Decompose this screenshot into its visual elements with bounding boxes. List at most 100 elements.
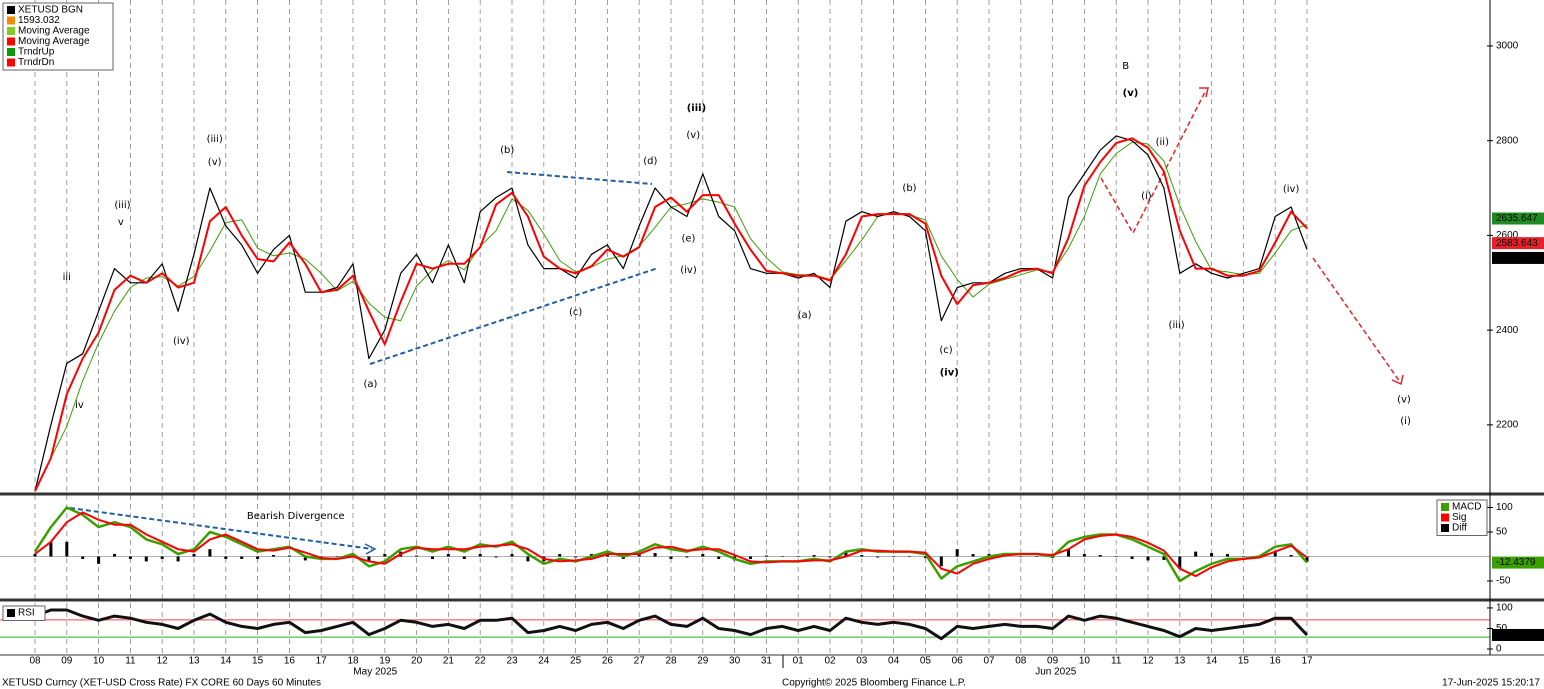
- diff-bar: [49, 541, 53, 557]
- diff-bar: [1241, 556, 1245, 557]
- x-tick-label: 23: [506, 656, 518, 667]
- annotation: (iv): [940, 368, 959, 379]
- diff-bar: [383, 554, 387, 557]
- x-tick-label: 08: [1015, 656, 1027, 667]
- diff-bar: [510, 554, 514, 557]
- month-label: May 2025: [353, 667, 397, 678]
- x-tick-label: 04: [888, 656, 900, 667]
- value-tag-label: 2583.643: [1496, 238, 1538, 249]
- legend-swatch: [1441, 524, 1449, 532]
- x-tick-label: 17: [316, 656, 328, 667]
- diff-bar: [128, 556, 132, 559]
- y-tick-label: 2200: [1496, 419, 1519, 430]
- diff-bar: [1162, 556, 1166, 560]
- diff-bar: [240, 556, 244, 559]
- legend-swatch: [7, 48, 15, 56]
- diff-bar: [1098, 555, 1102, 557]
- x-tick-label: 13: [188, 656, 200, 667]
- diff-bar: [1035, 556, 1039, 557]
- diff-bar: [1146, 556, 1150, 561]
- diff-bar: [955, 549, 959, 557]
- annotation: (ii): [1156, 137, 1169, 148]
- annotation: (a): [798, 310, 812, 321]
- diff-bar: [1273, 551, 1277, 557]
- diff-bar: [1067, 549, 1070, 557]
- y-tick-label: 0: [1496, 644, 1502, 655]
- diff-bar: [415, 555, 419, 557]
- diff-bar: [669, 556, 673, 559]
- diff-bar: [749, 556, 752, 559]
- diff-bar: [558, 554, 562, 557]
- y-tick-label: 50: [1496, 623, 1508, 634]
- y-tick-label: 2600: [1496, 230, 1519, 241]
- annotation: (i): [1400, 416, 1411, 427]
- diff-bar: [160, 556, 164, 559]
- x-tick-label: 09: [1047, 656, 1059, 667]
- x-tick-label: 16: [284, 656, 296, 667]
- diff-bar: [494, 556, 498, 558]
- x-tick-label: 19: [379, 656, 391, 667]
- value-tag-label: -12.4379: [1496, 557, 1536, 568]
- legend-swatch: [7, 6, 15, 14]
- series-line: [33, 506, 1308, 583]
- diff-bar: [478, 554, 482, 557]
- annotation: (v): [1397, 395, 1411, 406]
- diff-bar: [1305, 556, 1309, 562]
- arrow-head: [364, 543, 377, 555]
- diff-bar: [939, 556, 943, 567]
- x-tick-label: 10: [93, 656, 105, 667]
- x-tick-label: 18: [347, 656, 359, 667]
- annotation: (i): [1141, 191, 1152, 202]
- footer-right: 17-Jun-2025 15:20:17: [1442, 678, 1540, 689]
- x-tick-label: 30: [729, 656, 741, 667]
- value-tag-label: 2552.400: [1496, 253, 1538, 264]
- value-tag: [1492, 212, 1544, 225]
- diff-bar: [796, 556, 800, 557]
- diff-bar: [923, 556, 927, 558]
- x-tick-label: 06: [952, 656, 964, 667]
- x-tick-label: 12: [157, 656, 169, 667]
- legend-swatch: [7, 58, 15, 67]
- y-tick-label: 2400: [1496, 325, 1519, 336]
- x-tick-label: 02: [824, 656, 836, 667]
- y-tick-label: -50: [1496, 576, 1511, 587]
- diff-bar: [971, 554, 975, 557]
- annotation: (iii): [114, 200, 130, 211]
- x-tick-label: 07: [983, 656, 995, 667]
- diff-bar: [1178, 556, 1182, 569]
- diff-bar: [1210, 553, 1214, 557]
- value-tag: [1492, 251, 1544, 264]
- x-tick-label: 03: [856, 656, 868, 667]
- diff-bar: [1226, 554, 1229, 557]
- diff-bar: [860, 555, 864, 557]
- legend-swatch: [7, 37, 15, 46]
- annotation: (iii): [207, 134, 223, 145]
- x-tick-label: 13: [1174, 656, 1186, 667]
- annotation: (a): [364, 379, 378, 390]
- x-tick-label: 21: [443, 656, 455, 667]
- arrow-head: [1199, 87, 1209, 98]
- x-tick-label: 28: [665, 656, 677, 667]
- y-tick-label: 100: [1496, 502, 1513, 513]
- x-tick-label: 29: [697, 656, 709, 667]
- annotation: (e): [682, 234, 696, 245]
- diff-bar: [33, 554, 37, 557]
- diff-bar: [812, 555, 816, 557]
- diff-bar: [1130, 556, 1134, 559]
- projection: [1312, 257, 1401, 383]
- x-tick-label: 09: [61, 656, 73, 667]
- diff-bar: [1082, 554, 1086, 557]
- projection: [1100, 91, 1206, 235]
- annotation: iv: [75, 400, 84, 411]
- diff-bar: [892, 556, 896, 557]
- diff-bar: [876, 556, 880, 558]
- x-tick-label: 10: [1079, 656, 1091, 667]
- y-tick-label: 2800: [1496, 135, 1519, 146]
- x-tick-label: 15: [252, 656, 264, 667]
- x-tick-label: 22: [475, 656, 487, 667]
- diff-bar: [113, 554, 116, 557]
- diff-bar: [176, 556, 180, 562]
- annotation: (b): [902, 183, 916, 194]
